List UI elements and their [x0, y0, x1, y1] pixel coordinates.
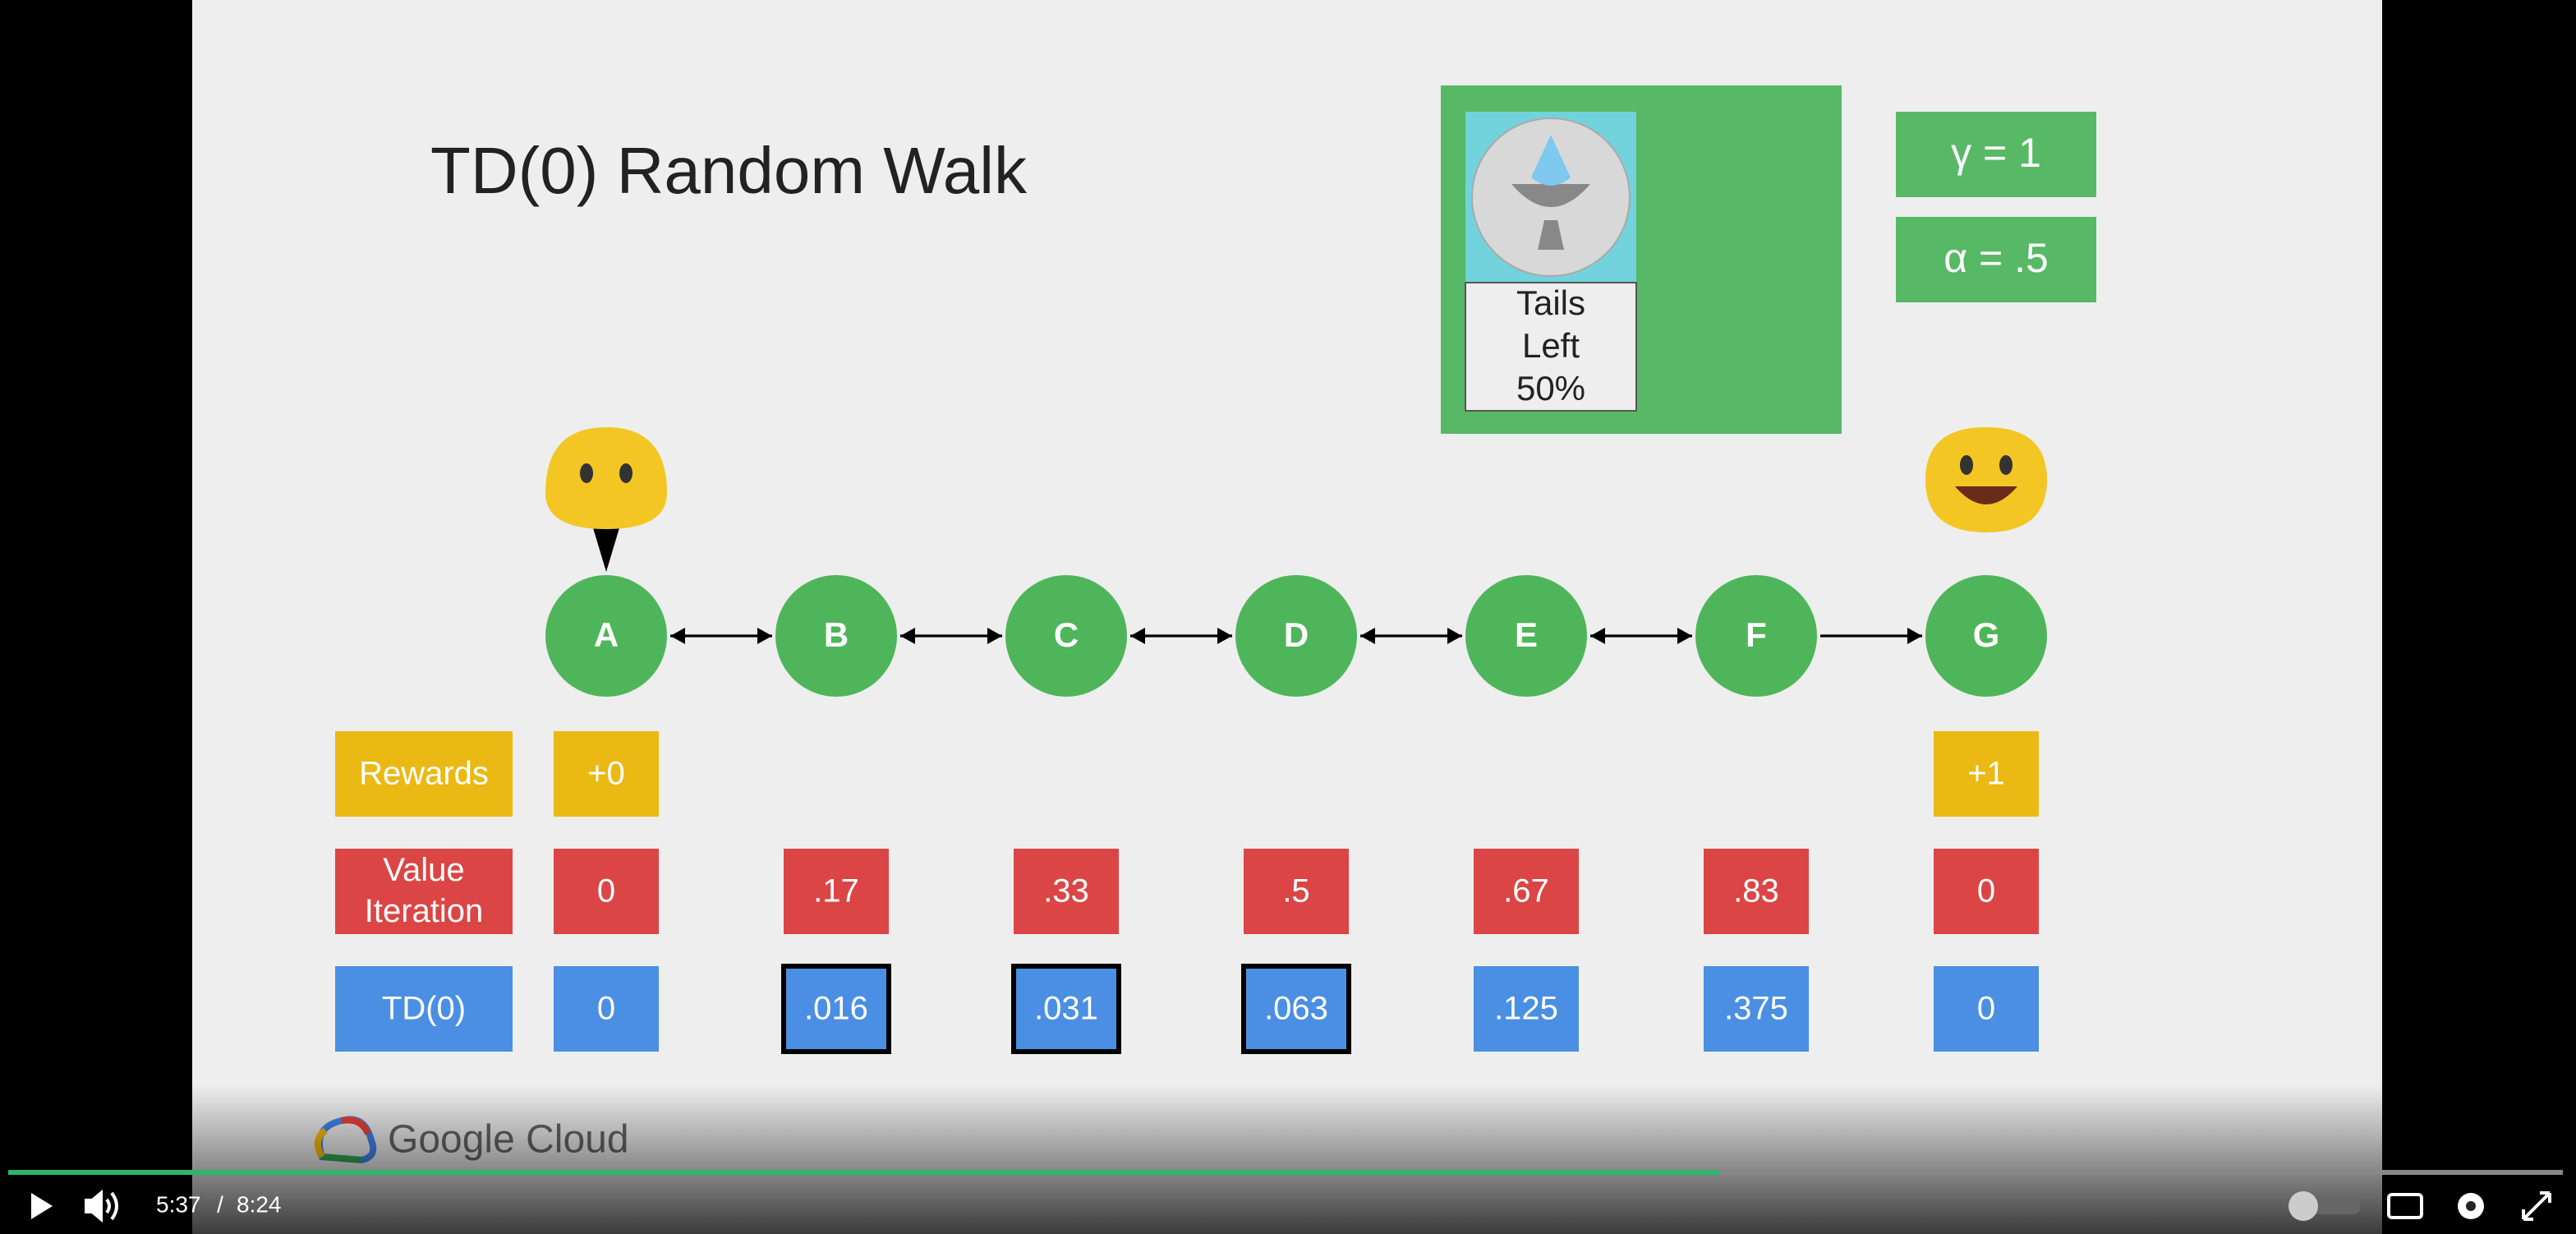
- param-label: γ = 1: [1951, 130, 2041, 176]
- arrow-head: [1360, 628, 1375, 644]
- coin-label: Tails: [1516, 283, 1585, 322]
- value-cell: [1014, 849, 1119, 934]
- arrow-head: [1130, 628, 1145, 644]
- state-node: [775, 575, 897, 697]
- settings-hole: [2466, 1201, 2476, 1211]
- value-text: .17: [813, 873, 859, 909]
- row-label: TD(0): [382, 991, 466, 1027]
- value-cell: [1474, 966, 1579, 1052]
- value-text: .375: [1724, 991, 1788, 1027]
- arrow-head: [900, 628, 915, 644]
- value-cell: [1474, 849, 1579, 934]
- row-label-line: Iteration: [365, 893, 484, 929]
- progress-played: [8, 1170, 1720, 1175]
- value-text: .5: [1282, 873, 1309, 909]
- value-cell: [1704, 849, 1809, 934]
- time-separator: /: [217, 1191, 223, 1217]
- face-right: [1925, 427, 2047, 532]
- value-text: 0: [597, 991, 615, 1027]
- value-cell: [781, 964, 891, 1054]
- value-text: .67: [1503, 873, 1549, 909]
- row-label: Value Iteration: [365, 852, 484, 929]
- controls-shade: [0, 1084, 2576, 1234]
- volume-button[interactable]: [85, 1189, 118, 1223]
- captions-button[interactable]: [2387, 1193, 2423, 1219]
- state-node: [1005, 575, 1127, 697]
- coin-emblem: [1511, 184, 1590, 250]
- value-cell: [1934, 849, 2039, 934]
- state-label: E: [1515, 615, 1538, 654]
- value-text: +0: [587, 756, 625, 792]
- state-label: G: [1973, 615, 2000, 654]
- duration: 8:24: [237, 1191, 282, 1217]
- row-label-box: [335, 849, 513, 934]
- row-label-box: [335, 731, 513, 817]
- state-node: [1465, 575, 1587, 697]
- value-text: 0: [597, 873, 615, 909]
- value-cell: [1244, 849, 1349, 934]
- state-node: [545, 575, 667, 697]
- arrow-head: [670, 628, 685, 644]
- row-label-box: [335, 966, 513, 1052]
- coin-label: Left: [1522, 326, 1580, 365]
- state-node: [1925, 575, 2047, 697]
- coin-flame: [1531, 135, 1571, 186]
- coin-label-box: [1465, 282, 1637, 412]
- state-label: D: [1284, 615, 1309, 654]
- play-button[interactable]: [31, 1193, 53, 1219]
- current-time: 5:37: [156, 1191, 201, 1217]
- param-box: [1896, 112, 2096, 197]
- arrow-head: [1677, 628, 1692, 644]
- state-label: F: [1746, 615, 1767, 654]
- value-cell: [1241, 964, 1351, 1054]
- value-text: .33: [1043, 873, 1089, 909]
- speed-knob[interactable]: [2288, 1191, 2318, 1221]
- value-text: .031: [1034, 991, 1098, 1027]
- value-cell: [1011, 964, 1121, 1054]
- arrow-head: [1217, 628, 1232, 644]
- value-cell: [554, 731, 659, 817]
- value-text: +1: [1967, 756, 2005, 792]
- state-label: A: [594, 615, 619, 654]
- value-text: 0: [1977, 991, 1995, 1027]
- face-left: [545, 427, 667, 572]
- value-cell: [1934, 966, 2039, 1052]
- value-text: .125: [1494, 991, 1558, 1027]
- value-text: 0: [1977, 873, 1995, 909]
- param-label: α = .5: [1944, 235, 2049, 281]
- value-text: .83: [1733, 873, 1779, 909]
- value-cell: [554, 966, 659, 1052]
- value-cell: [784, 849, 889, 934]
- arrow-head: [757, 628, 772, 644]
- slide-title: TD(0) Random Walk: [430, 134, 1028, 207]
- value-cell: [554, 849, 659, 934]
- state-node: [1695, 575, 1817, 697]
- value-text: .016: [804, 991, 868, 1027]
- row-label: Rewards: [359, 756, 489, 792]
- arrow-head: [1590, 628, 1605, 644]
- state-label: C: [1054, 615, 1079, 654]
- row-label-line: Value: [383, 852, 464, 888]
- value-cell: [1934, 731, 2039, 817]
- coin-label: 50%: [1516, 369, 1585, 407]
- fullscreen-button[interactable]: [2522, 1191, 2551, 1221]
- state-label: B: [824, 615, 849, 654]
- arrow-head: [1447, 628, 1462, 644]
- arrow-head: [987, 628, 1002, 644]
- arrow-head: [1907, 628, 1922, 644]
- param-box: [1896, 217, 2096, 302]
- state-node: [1235, 575, 1357, 697]
- value-cell: [1704, 966, 1809, 1052]
- value-text: .063: [1264, 991, 1328, 1027]
